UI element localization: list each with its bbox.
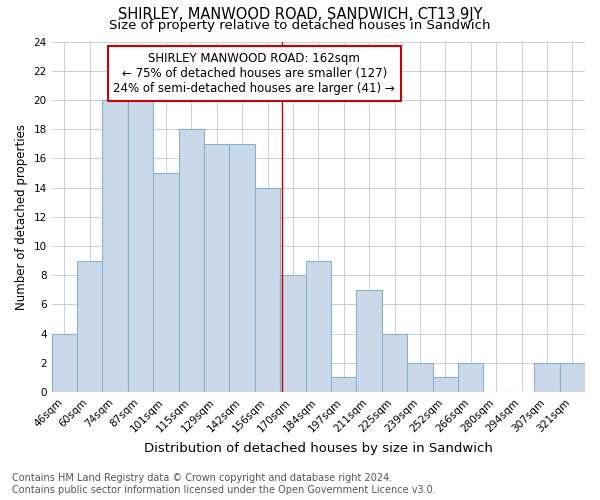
Bar: [356, 290, 382, 392]
Bar: [255, 188, 280, 392]
Bar: [179, 129, 204, 392]
Text: Size of property relative to detached houses in Sandwich: Size of property relative to detached ho…: [109, 18, 491, 32]
Bar: [382, 334, 407, 392]
Bar: [331, 378, 356, 392]
Bar: [534, 362, 560, 392]
Bar: [305, 260, 331, 392]
Bar: [229, 144, 255, 392]
Text: SHIRLEY MANWOOD ROAD: 162sqm
← 75% of detached houses are smaller (127)
24% of s: SHIRLEY MANWOOD ROAD: 162sqm ← 75% of de…: [113, 52, 395, 95]
Bar: [407, 362, 433, 392]
Bar: [77, 260, 103, 392]
Bar: [52, 334, 77, 392]
Text: SHIRLEY, MANWOOD ROAD, SANDWICH, CT13 9JY: SHIRLEY, MANWOOD ROAD, SANDWICH, CT13 9J…: [118, 8, 482, 22]
X-axis label: Distribution of detached houses by size in Sandwich: Distribution of detached houses by size …: [144, 442, 493, 455]
Bar: [204, 144, 229, 392]
Bar: [153, 173, 179, 392]
Bar: [103, 100, 128, 392]
Bar: [433, 378, 458, 392]
Y-axis label: Number of detached properties: Number of detached properties: [15, 124, 28, 310]
Text: Contains HM Land Registry data © Crown copyright and database right 2024.
Contai: Contains HM Land Registry data © Crown c…: [12, 474, 436, 495]
Bar: [458, 362, 484, 392]
Bar: [560, 362, 585, 392]
Bar: [128, 100, 153, 392]
Bar: [280, 275, 305, 392]
